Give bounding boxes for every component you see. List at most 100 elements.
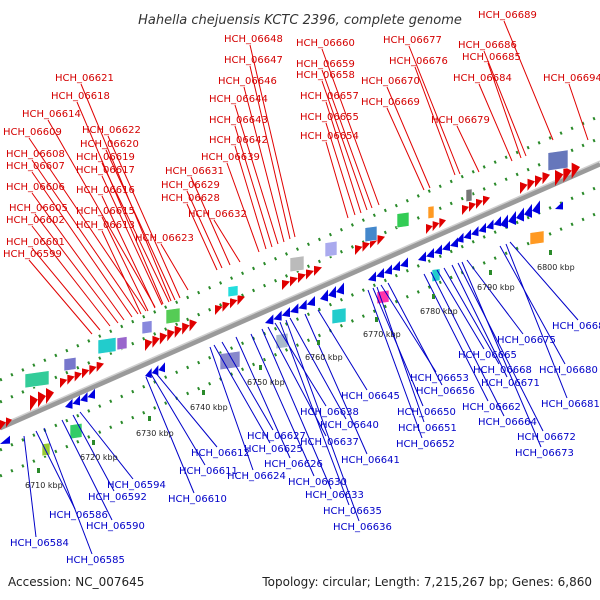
forward-gene-label: HCH_06657 [300, 91, 359, 102]
scale-tick-label: 6740 kbp [190, 403, 228, 412]
forward-gene-arrow [74, 371, 82, 382]
reverse-gene-label: HCH_06624 [227, 471, 286, 482]
reverse-leader-line [451, 264, 508, 378]
reverse-leader-line [499, 245, 566, 365]
feature-box [324, 240, 338, 258]
reverse-gene-label: HCH_06681 [541, 399, 600, 410]
forward-gene-arrow [298, 272, 306, 283]
scale-tick-label: 6760 kbp [305, 353, 343, 362]
forward-gene-label: HCH_06643 [209, 115, 268, 126]
forward-gene-arrow [215, 305, 223, 315]
reverse-gene-arrow [392, 260, 400, 271]
reverse-gene-arrow [306, 296, 315, 306]
reverse-gene-label: HCH_06656 [416, 386, 475, 397]
reverse-gene-arrow [368, 271, 376, 282]
forward-gene-label: HCH_06647 [224, 55, 283, 66]
reverse-leader-line [250, 333, 315, 477]
forward-gene-label: HCH_06620 [80, 139, 139, 150]
reverse-gene-arrow [426, 247, 434, 258]
forward-gene-arrow [282, 280, 290, 290]
reverse-gene-arrow [376, 267, 384, 278]
forward-leader-line [325, 141, 349, 219]
gene-features [0, 149, 580, 457]
feature-box [116, 336, 128, 351]
feature-box [227, 285, 239, 298]
reverse-gene-label: HCH_06668 [473, 365, 532, 376]
reverse-gene-arrow [400, 257, 408, 268]
forward-gene-label: HCH_06628 [161, 193, 220, 204]
label-leaders [23, 20, 589, 555]
reverse-leader-line [505, 243, 568, 399]
reverse-gene-label: HCH_06641 [341, 455, 400, 466]
scale-tick-mark [92, 440, 95, 445]
track-guide [0, 114, 600, 382]
forward-leader-line [101, 175, 163, 306]
feature-box [431, 268, 441, 283]
forward-leader-line [101, 195, 156, 309]
reverse-gene-arrow [384, 264, 392, 275]
reverse-gene-arrow [72, 395, 80, 406]
feature-box [331, 307, 347, 325]
forward-gene-label: HCH_06694 [543, 73, 600, 84]
reverse-gene-arrow [471, 226, 479, 237]
forward-gene-arrow [314, 265, 322, 276]
forward-gene-arrow [6, 417, 12, 428]
reverse-gene-label: HCH_06626 [264, 459, 323, 470]
reverse-leader-line [150, 373, 206, 466]
reverse-gene-arrow [478, 222, 486, 233]
forward-leader-line [325, 101, 362, 214]
reverse-leader-line [457, 262, 544, 432]
reverse-leader-line [387, 282, 443, 386]
feature-box [364, 225, 378, 243]
forward-leader-line [31, 159, 139, 315]
scale-tick-label: 6800 kbp [537, 263, 575, 272]
forward-leader-line [234, 145, 267, 250]
reverse-leader-line [466, 259, 524, 335]
forward-leader-line [249, 44, 296, 238]
forward-gene-arrow [30, 395, 38, 411]
reverse-gene-label: HCH_06650 [397, 407, 456, 418]
reverse-gene-arrow [281, 307, 290, 317]
reverse-gene-label: HCH_06633 [305, 490, 364, 501]
forward-gene-arrow [60, 378, 68, 388]
forward-gene-arrow [89, 365, 97, 376]
reverse-leader-line [261, 328, 332, 490]
forward-gene-label: HCH_06629 [161, 180, 220, 191]
forward-gene-arrow [0, 420, 6, 430]
forward-gene-label: HCH_06642 [209, 135, 268, 146]
reverse-gene-arrow [463, 229, 471, 240]
feature-tracks [0, 114, 600, 478]
forward-gene-arrow [145, 339, 153, 351]
forward-gene-arrow [542, 172, 550, 185]
forward-gene-arrow [555, 170, 564, 186]
feature-box [396, 211, 410, 229]
forward-gene-label: HCH_06689 [478, 10, 537, 21]
reverse-leader-line [145, 376, 195, 494]
forward-leader-line [414, 66, 456, 176]
forward-gene-label: HCH_06607 [6, 161, 65, 172]
reverse-leader-line [213, 344, 271, 444]
forward-leader-line [456, 125, 480, 173]
scale-tick-mark [549, 250, 552, 255]
forward-gene-label: HCH_06632 [188, 209, 247, 220]
reverse-gene-label: HCH_06584 [10, 538, 69, 549]
reverse-gene-arrow [418, 251, 426, 262]
forward-leader-line [31, 171, 133, 318]
feature-box [427, 205, 435, 220]
forward-gene-arrow [462, 205, 469, 215]
forward-gene-arrow [527, 178, 535, 191]
reverse-gene-arrow [151, 365, 159, 376]
reverse-leader-line [443, 267, 500, 365]
forward-gene-arrow [439, 218, 446, 229]
forward-gene-arrow [174, 325, 183, 338]
forward-gene-arrow [38, 391, 46, 408]
forward-gene-label: HCH_06659 [296, 59, 355, 70]
reverse-leader-line [35, 430, 76, 510]
map-title: Hahella chejuensis KCTC 2396, complete g… [138, 13, 462, 28]
reverse-gene-arrow [434, 244, 442, 255]
scale-tick-label: 6710 kbp [25, 481, 63, 490]
feature-box [529, 230, 545, 246]
forward-gene-label: HCH_06677 [383, 35, 442, 46]
forward-leader-line [47, 119, 156, 308]
forward-gene-arrow [152, 335, 160, 348]
